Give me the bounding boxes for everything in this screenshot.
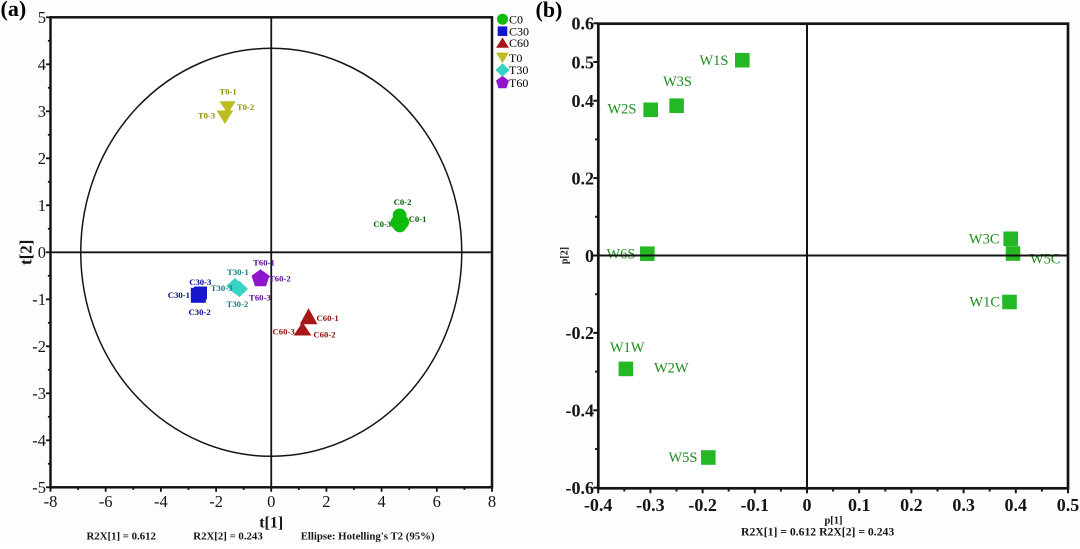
svg-text:T0: T0 [509, 51, 522, 65]
svg-text:-0.6: -0.6 [566, 478, 595, 498]
svg-text:T0-1: T0-1 [219, 87, 236, 97]
svg-text:T60: T60 [509, 76, 528, 90]
svg-text:T30-3: T30-3 [211, 283, 233, 293]
svg-text:0.4: 0.4 [572, 91, 595, 111]
svg-text:W1W: W1W [610, 340, 645, 356]
svg-text:-6: -6 [99, 492, 113, 511]
svg-text:(b): (b) [536, 0, 563, 22]
svg-text:C30: C30 [509, 24, 529, 38]
svg-text:0.1: 0.1 [848, 495, 871, 515]
svg-text:C60-1: C60-1 [316, 313, 338, 323]
svg-text:C30-1: C30-1 [168, 290, 190, 300]
svg-text:W2S: W2S [608, 101, 637, 117]
svg-text:0.2: 0.2 [572, 168, 595, 188]
svg-text:8: 8 [488, 492, 496, 511]
svg-text:T60-2: T60-2 [269, 274, 291, 284]
svg-text:T60-1: T60-1 [253, 257, 275, 267]
svg-text:T60-3: T60-3 [249, 293, 271, 303]
svg-text:C0: C0 [509, 12, 523, 26]
svg-text:-0.2: -0.2 [566, 323, 595, 343]
svg-text:C30-3: C30-3 [189, 277, 212, 287]
svg-text:0: 0 [585, 246, 594, 266]
svg-text:0.3: 0.3 [952, 495, 975, 515]
svg-text:-4: -4 [154, 492, 168, 511]
svg-text:0.6: 0.6 [572, 14, 595, 34]
svg-text:R2X[1] = 0.612: R2X[1] = 0.612 [87, 531, 156, 543]
svg-text:W3C: W3C [969, 231, 1000, 247]
svg-text:-0.4: -0.4 [584, 495, 613, 515]
svg-text:Ellipse: Hotelling's T2 (95%): Ellipse: Hotelling's T2 (95%) [301, 531, 435, 543]
svg-text:(a): (a) [1, 0, 27, 21]
svg-text:1: 1 [38, 196, 46, 215]
svg-text:2: 2 [38, 149, 46, 168]
svg-text:-5: -5 [32, 478, 46, 497]
svg-text:-0.1: -0.1 [741, 495, 770, 515]
svg-text:5: 5 [38, 8, 46, 27]
svg-text:C60-3: C60-3 [272, 326, 295, 336]
svg-text:3: 3 [38, 102, 46, 121]
svg-text:W5S: W5S [669, 450, 698, 466]
svg-text:T30-2: T30-2 [227, 299, 249, 309]
svg-text:0: 0 [267, 492, 275, 511]
svg-text:t[1]: t[1] [259, 515, 283, 532]
svg-text:C0-3: C0-3 [373, 219, 392, 229]
svg-text:-2: -2 [209, 492, 223, 511]
svg-text:C0-2: C0-2 [394, 197, 412, 207]
svg-text:0.5: 0.5 [1057, 495, 1080, 515]
svg-text:W1C: W1C [969, 295, 1000, 311]
svg-text:4: 4 [38, 55, 46, 74]
svg-text:p[1]: p[1] [824, 516, 842, 527]
svg-text:C0-1: C0-1 [409, 214, 427, 224]
svg-text:R2X[2] = 0.243: R2X[2] = 0.243 [193, 531, 263, 543]
svg-text:2: 2 [322, 492, 330, 511]
svg-text:W5C: W5C [1030, 251, 1061, 267]
svg-text:0: 0 [803, 495, 812, 515]
svg-text:0: 0 [38, 243, 46, 262]
svg-text:-1: -1 [32, 290, 46, 309]
svg-text:T0-3: T0-3 [198, 111, 216, 121]
svg-text:0.2: 0.2 [900, 495, 923, 515]
svg-text:p[2]: p[2] [560, 247, 571, 264]
svg-text:4: 4 [377, 492, 385, 511]
svg-text:T30: T30 [509, 63, 528, 77]
svg-text:0.5: 0.5 [572, 52, 595, 72]
svg-text:-8: -8 [44, 492, 58, 511]
svg-text:-0.2: -0.2 [688, 495, 717, 515]
svg-text:C60: C60 [509, 36, 529, 50]
svg-text:C30-2: C30-2 [188, 307, 210, 317]
svg-text:6: 6 [433, 492, 441, 511]
svg-text:W2W: W2W [654, 361, 689, 377]
svg-text:T0-2: T0-2 [237, 102, 254, 112]
svg-text:W3S: W3S [663, 74, 692, 90]
svg-text:W1S: W1S [700, 53, 729, 69]
svg-text:-0.4: -0.4 [566, 401, 595, 421]
svg-text:-0.3: -0.3 [636, 495, 665, 515]
svg-text:0.4: 0.4 [1005, 495, 1028, 515]
svg-text:-3: -3 [32, 384, 46, 403]
svg-text:T30-1: T30-1 [227, 267, 249, 277]
svg-text:C60-2: C60-2 [313, 329, 335, 339]
svg-text:-2: -2 [32, 337, 46, 356]
svg-text:-4: -4 [32, 431, 46, 450]
svg-text:t[2]: t[2] [17, 240, 36, 265]
svg-text:R2X[1] = 0.612 R2X[2] = 0.243: R2X[1] = 0.612 R2X[2] = 0.243 [741, 526, 894, 539]
